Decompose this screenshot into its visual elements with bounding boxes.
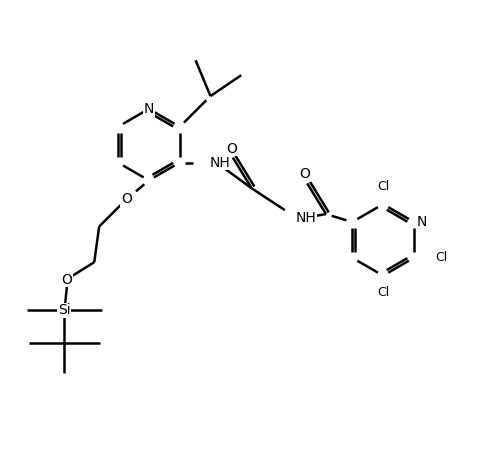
Text: N: N [144, 102, 154, 116]
Text: O: O [121, 192, 132, 206]
Text: Si: Si [58, 304, 71, 317]
Text: NH: NH [295, 211, 316, 225]
Text: N: N [417, 215, 427, 229]
Text: NH: NH [209, 155, 230, 169]
Text: Cl: Cl [377, 286, 389, 299]
Text: O: O [62, 273, 72, 287]
Text: Cl: Cl [435, 251, 447, 264]
Text: O: O [299, 168, 310, 181]
Text: O: O [226, 142, 237, 156]
Text: Cl: Cl [377, 180, 389, 193]
